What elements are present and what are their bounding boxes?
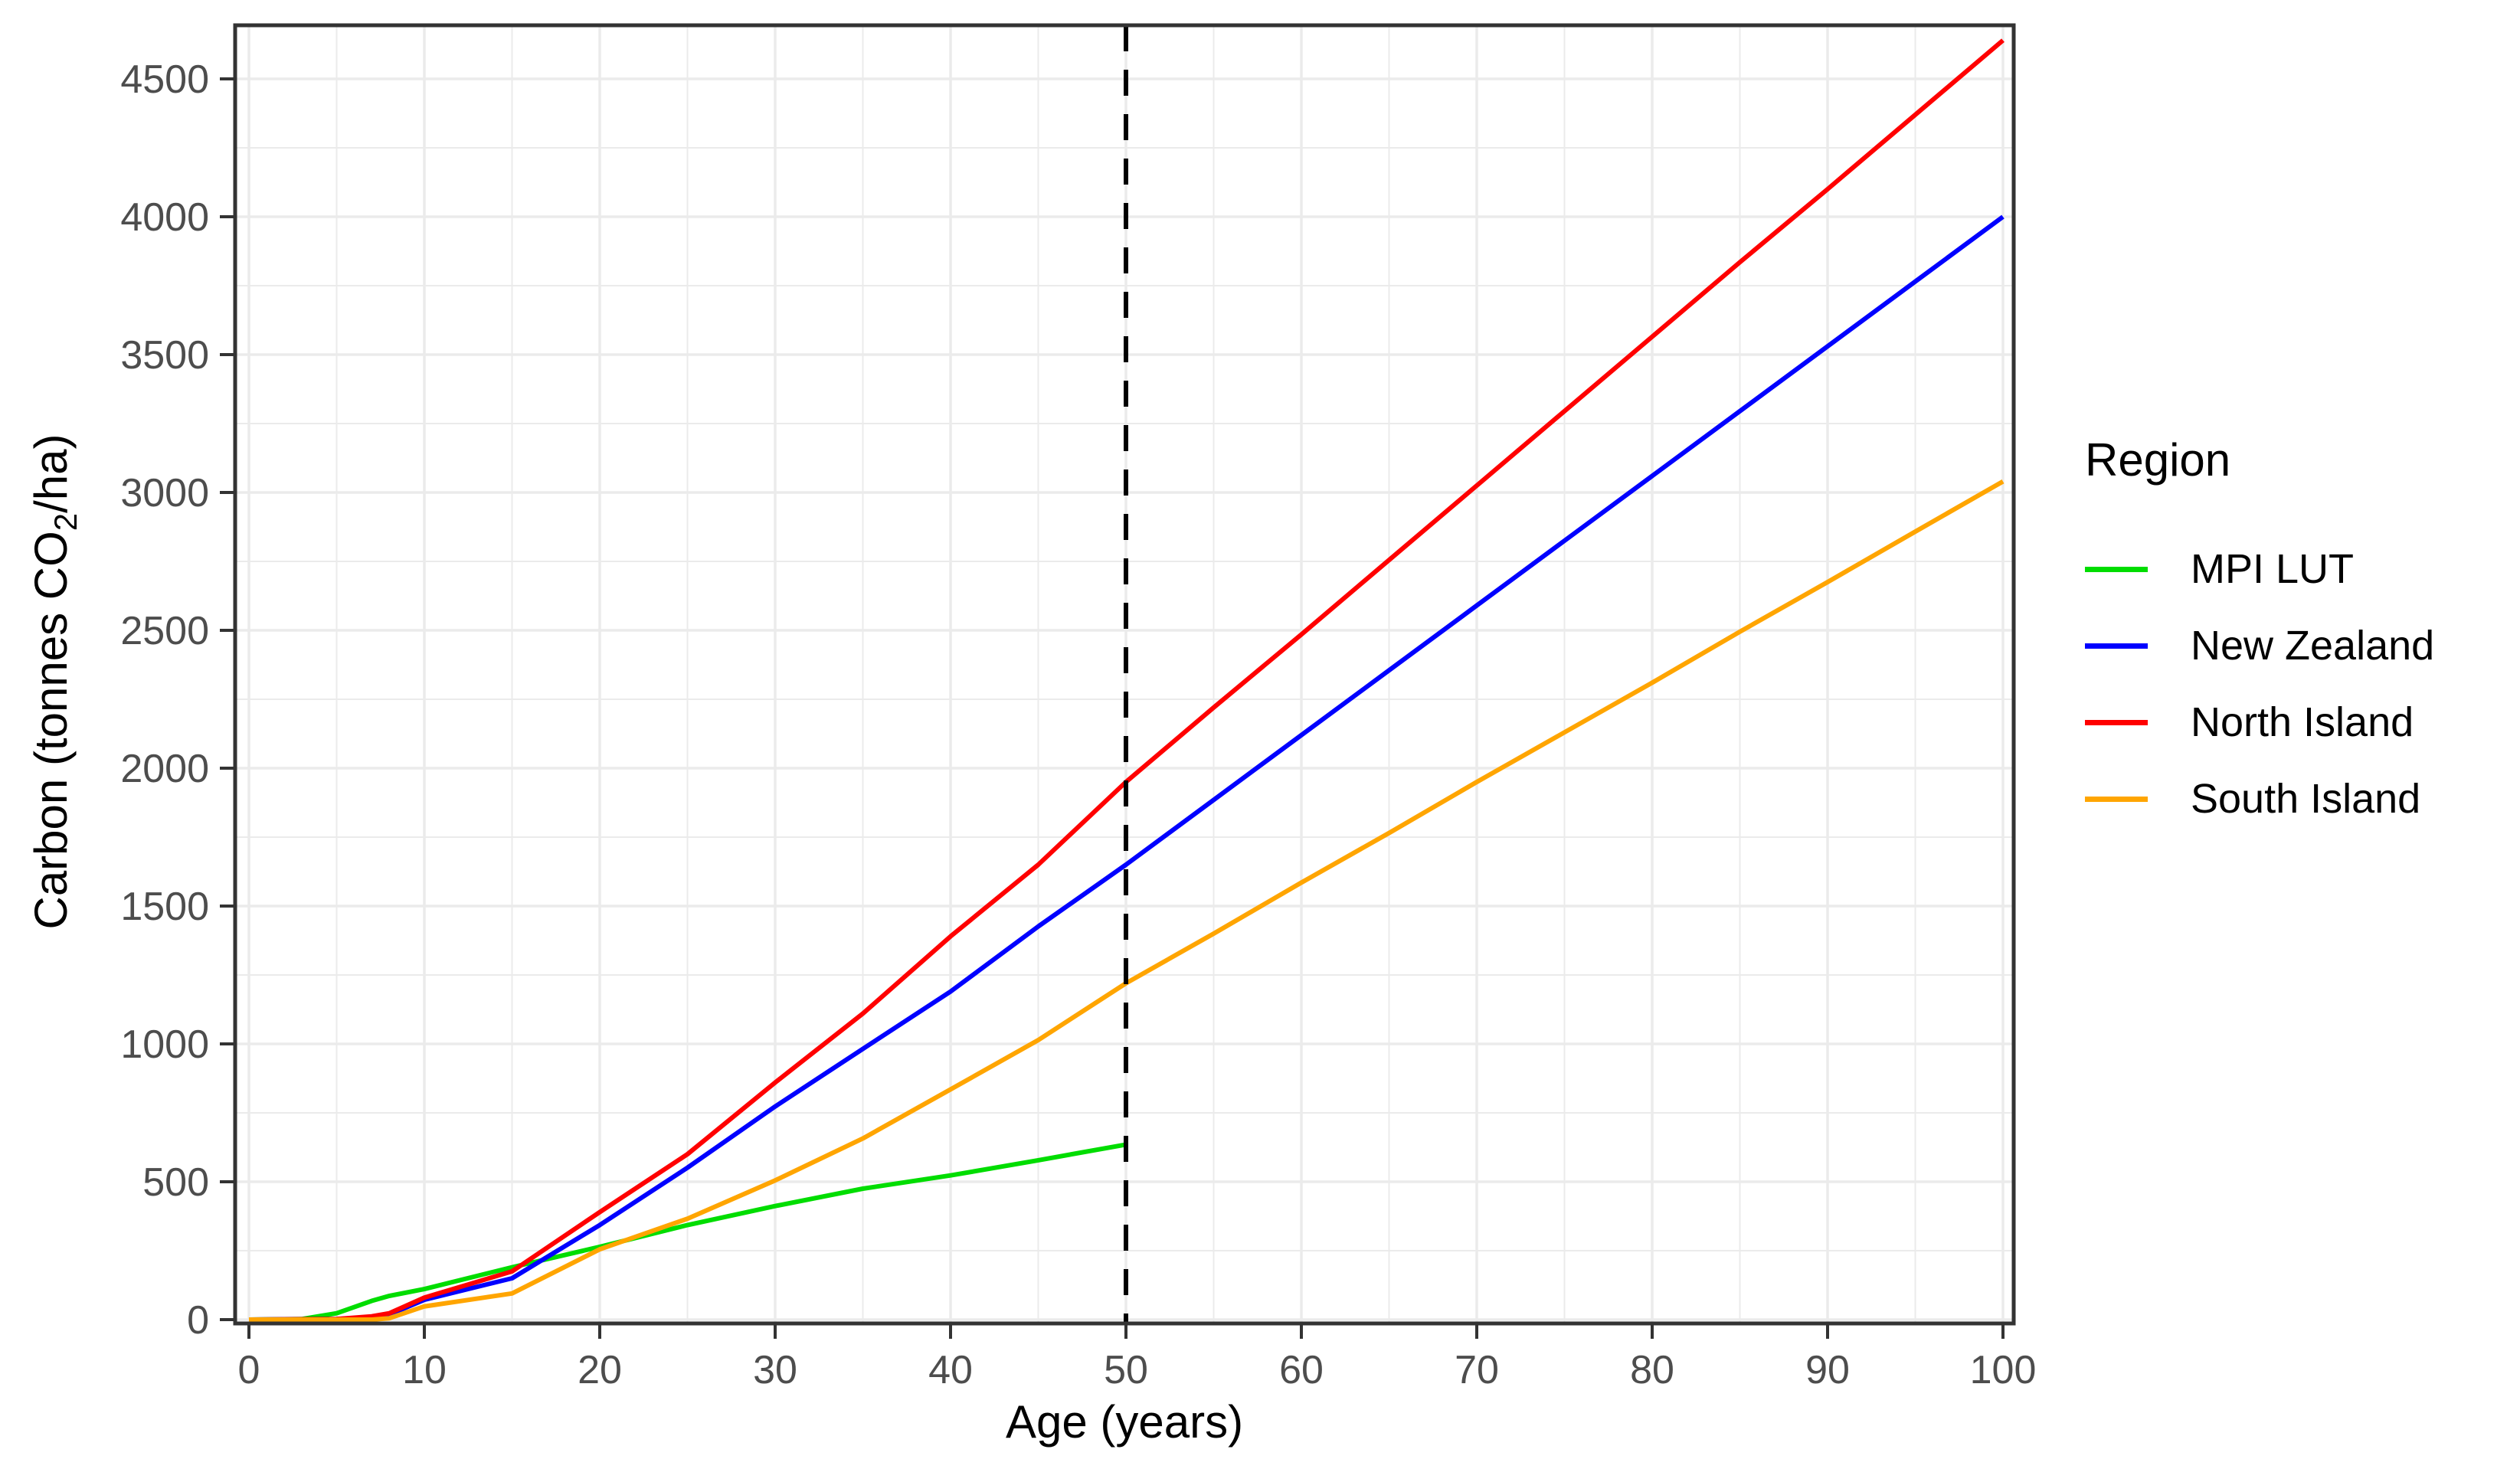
x-tick-label: 20 <box>578 1348 622 1392</box>
legend-line-swatch-north-island <box>2085 719 2148 725</box>
series-line-south-island <box>249 479 2005 1322</box>
legend-label-north-island: North Island <box>2191 699 2414 745</box>
legend-item-mpi-lut: MPI LUT <box>2085 531 2434 607</box>
series-line-mpi-lut <box>248 1142 1127 1322</box>
y-tick-label: 500 <box>142 1160 209 1205</box>
x-tick-label: 0 <box>238 1348 260 1392</box>
y-axis-title: Carbon (tonnes CO2/ha) <box>25 8 83 1356</box>
legend-item-south-island: South Island <box>2085 761 2434 837</box>
legend-label-mpi-lut: MPI LUT <box>2191 546 2355 592</box>
x-tick-label: 40 <box>928 1348 973 1392</box>
x-tick-label: 30 <box>753 1348 797 1392</box>
x-tick-label: 90 <box>1805 1348 1850 1392</box>
y-tick-label: 3500 <box>120 333 209 378</box>
x-axis-title: Age (years) <box>1005 1396 1244 1448</box>
y-tick-label: 4500 <box>120 57 209 102</box>
y-axis-title-text: Carbon (tonnes CO <box>25 531 77 930</box>
y-tick-label: 3000 <box>120 471 209 515</box>
y-axis-title-suffix: /ha) <box>25 433 77 513</box>
legend: Region MPI LUT New Zealand North Island Sou… <box>2085 433 2434 837</box>
legend-label-south-island: South Island <box>2191 776 2421 822</box>
x-tick-label: 100 <box>1970 1348 2037 1392</box>
x-tick-label: 50 <box>1104 1348 1148 1392</box>
y-axis-title-subscript: 2 <box>47 512 83 532</box>
legend-item-north-island: North Island <box>2085 684 2434 761</box>
y-tick-label: 2000 <box>120 747 209 791</box>
y-tick-label: 4000 <box>120 195 209 240</box>
y-tick-label: 0 <box>187 1298 209 1343</box>
legend-title: Region <box>2085 434 2231 486</box>
y-tick-label: 2500 <box>120 609 209 653</box>
x-tick-label: 80 <box>1630 1348 1674 1392</box>
legend-line-swatch-new-zealand <box>2085 643 2148 649</box>
legend-label-new-zealand: New Zealand <box>2191 623 2435 669</box>
y-tick-label: 1500 <box>120 885 209 929</box>
legend-line-swatch-south-island <box>2085 796 2148 802</box>
y-tick-label: 1000 <box>120 1022 209 1067</box>
x-tick-label: 60 <box>1279 1348 1324 1392</box>
x-tick-label: 70 <box>1455 1348 1499 1392</box>
legend-item-new-zealand: New Zealand <box>2085 607 2434 684</box>
x-tick-label: 10 <box>402 1348 447 1392</box>
legend-items: MPI LUT New Zealand North Island South Isla… <box>2085 531 2434 837</box>
legend-line-swatch-mpi-lut <box>2085 566 2148 572</box>
series-line-north-island <box>248 38 2005 1322</box>
